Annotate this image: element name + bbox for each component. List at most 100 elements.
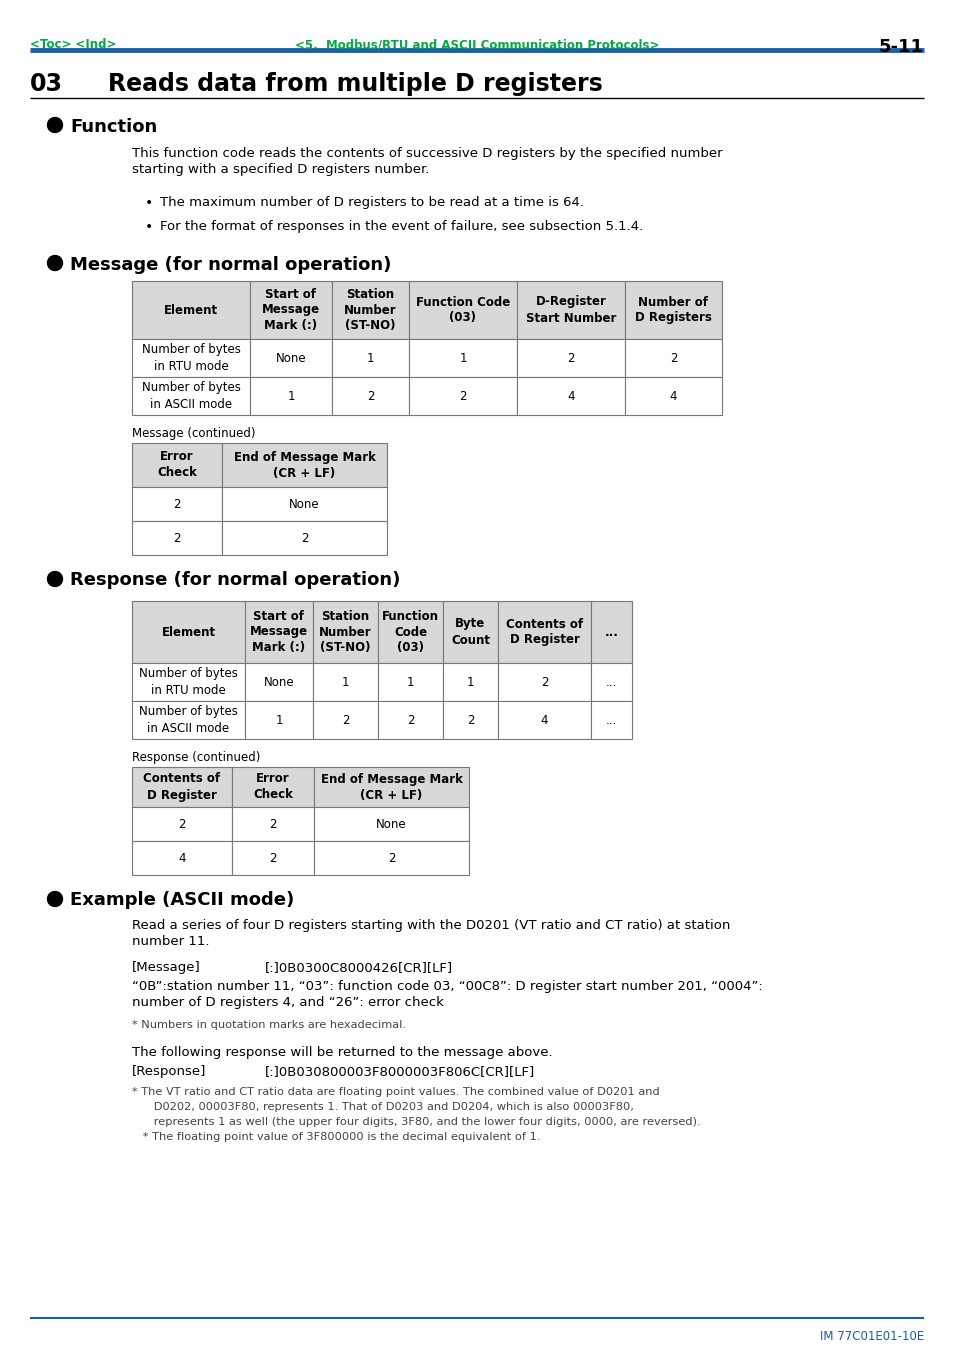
Bar xyxy=(624,377,721,415)
Text: •: • xyxy=(145,220,153,234)
Text: ...: ... xyxy=(605,676,617,689)
Text: 4: 4 xyxy=(178,851,186,865)
Text: <Toc> <Ind>: <Toc> <Ind> xyxy=(30,38,116,51)
Text: [:]0B030800003F8000003F806C[CR][LF]: [:]0B030800003F8000003F806C[CR][LF] xyxy=(265,1065,535,1078)
Bar xyxy=(132,663,245,701)
Text: Reads data from multiple D registers: Reads data from multiple D registers xyxy=(108,72,602,96)
Bar xyxy=(132,842,232,875)
Bar xyxy=(497,601,590,663)
Bar xyxy=(517,377,624,415)
Bar xyxy=(497,663,590,701)
Bar xyxy=(132,281,250,339)
Bar xyxy=(132,521,222,555)
Bar xyxy=(590,663,631,701)
Text: 1: 1 xyxy=(287,389,294,403)
Text: For the format of responses in the event of failure, see subsection 5.1.4.: For the format of responses in the event… xyxy=(160,220,642,232)
Bar xyxy=(377,663,442,701)
Bar xyxy=(222,521,387,555)
Bar xyxy=(132,701,245,739)
Text: None: None xyxy=(375,817,406,831)
Bar xyxy=(442,701,497,739)
Bar xyxy=(497,701,590,739)
Bar xyxy=(313,663,377,701)
Text: End of Message Mark
(CR + LF): End of Message Mark (CR + LF) xyxy=(320,773,462,801)
Bar xyxy=(409,339,517,377)
Bar xyxy=(232,842,314,875)
Bar xyxy=(590,701,631,739)
Text: Element: Element xyxy=(164,304,218,316)
Text: Start of
Message
Mark (:): Start of Message Mark (:) xyxy=(262,288,319,332)
Text: 2: 2 xyxy=(387,851,395,865)
Text: Contents of
D Register: Contents of D Register xyxy=(143,773,220,801)
Bar xyxy=(442,663,497,701)
Bar xyxy=(222,443,387,486)
Text: “0B”:station number 11, “03”: function code 03, “00C8”: D register start number : “0B”:station number 11, “03”: function c… xyxy=(132,979,762,1009)
Text: [Message]: [Message] xyxy=(132,961,200,974)
Text: Error
Check: Error Check xyxy=(157,450,196,480)
Text: The following response will be returned to the message above.: The following response will be returned … xyxy=(132,1046,552,1059)
Bar xyxy=(232,807,314,842)
Text: The maximum number of D registers to be read at a time is 64.: The maximum number of D registers to be … xyxy=(160,196,583,209)
Text: Example (ASCII mode): Example (ASCII mode) xyxy=(70,892,294,909)
Bar xyxy=(409,281,517,339)
Text: 2: 2 xyxy=(466,713,474,727)
Bar xyxy=(132,443,222,486)
Bar xyxy=(132,486,222,521)
Text: Message (for normal operation): Message (for normal operation) xyxy=(70,255,391,274)
Bar xyxy=(222,486,387,521)
Bar xyxy=(314,842,469,875)
Text: Function: Function xyxy=(70,118,157,136)
Text: represents 1 as well (the upper four digits, 3F80, and the lower four digits, 00: represents 1 as well (the upper four dig… xyxy=(132,1117,700,1127)
Text: [:]0B0300C8000426[CR][LF]: [:]0B0300C8000426[CR][LF] xyxy=(265,961,453,974)
Bar xyxy=(332,281,409,339)
Bar xyxy=(132,601,245,663)
Text: 2: 2 xyxy=(178,817,186,831)
Text: 5-11: 5-11 xyxy=(878,38,923,55)
Text: * Numbers in quotation marks are hexadecimal.: * Numbers in quotation marks are hexadec… xyxy=(132,1020,406,1029)
Circle shape xyxy=(48,571,63,586)
Text: Byte
Count: Byte Count xyxy=(451,617,490,647)
Bar xyxy=(590,601,631,663)
Bar xyxy=(409,377,517,415)
Text: 2: 2 xyxy=(269,851,276,865)
Text: 1: 1 xyxy=(341,676,349,689)
Bar xyxy=(250,339,332,377)
Bar xyxy=(332,377,409,415)
Text: D0202, 00003F80, represents 1. That of D0203 and D0204, which is also 00003F80,: D0202, 00003F80, represents 1. That of D… xyxy=(132,1102,633,1112)
Text: Response (for normal operation): Response (for normal operation) xyxy=(70,571,400,589)
Text: 2: 2 xyxy=(173,531,180,544)
Text: Function
Code
(03): Function Code (03) xyxy=(381,609,438,654)
Bar xyxy=(245,663,313,701)
Text: 2: 2 xyxy=(173,497,180,511)
Text: ...: ... xyxy=(604,626,618,639)
Text: Number of bytes
in ASCII mode: Number of bytes in ASCII mode xyxy=(139,705,237,735)
Text: •: • xyxy=(145,196,153,209)
Text: None: None xyxy=(289,497,319,511)
Text: 2: 2 xyxy=(406,713,414,727)
Text: Error
Check: Error Check xyxy=(253,773,293,801)
Bar xyxy=(313,601,377,663)
Text: Number of bytes
in RTU mode: Number of bytes in RTU mode xyxy=(139,667,237,697)
Text: 2: 2 xyxy=(300,531,308,544)
Text: Message (continued): Message (continued) xyxy=(132,427,255,440)
Text: Response (continued): Response (continued) xyxy=(132,751,260,765)
Text: 2: 2 xyxy=(341,713,349,727)
Text: Number of
D Registers: Number of D Registers xyxy=(635,296,711,324)
Bar xyxy=(132,807,232,842)
Text: 2: 2 xyxy=(669,351,677,365)
Text: Read a series of four D registers starting with the D0201 (VT ratio and CT ratio: Read a series of four D registers starti… xyxy=(132,919,730,948)
Text: 4: 4 xyxy=(567,389,574,403)
Text: 2: 2 xyxy=(567,351,574,365)
Text: Start of
Message
Mark (:): Start of Message Mark (:) xyxy=(250,609,308,654)
Text: End of Message Mark
(CR + LF): End of Message Mark (CR + LF) xyxy=(233,450,375,480)
Text: Function Code
(03): Function Code (03) xyxy=(416,296,510,324)
Text: 1: 1 xyxy=(466,676,474,689)
Bar xyxy=(517,339,624,377)
Circle shape xyxy=(48,892,63,907)
Bar xyxy=(132,377,250,415)
Text: * The VT ratio and CT ratio data are floating point values. The combined value o: * The VT ratio and CT ratio data are flo… xyxy=(132,1088,659,1097)
Text: Element: Element xyxy=(161,626,215,639)
Bar xyxy=(245,701,313,739)
Text: 2: 2 xyxy=(458,389,466,403)
Bar xyxy=(232,767,314,807)
